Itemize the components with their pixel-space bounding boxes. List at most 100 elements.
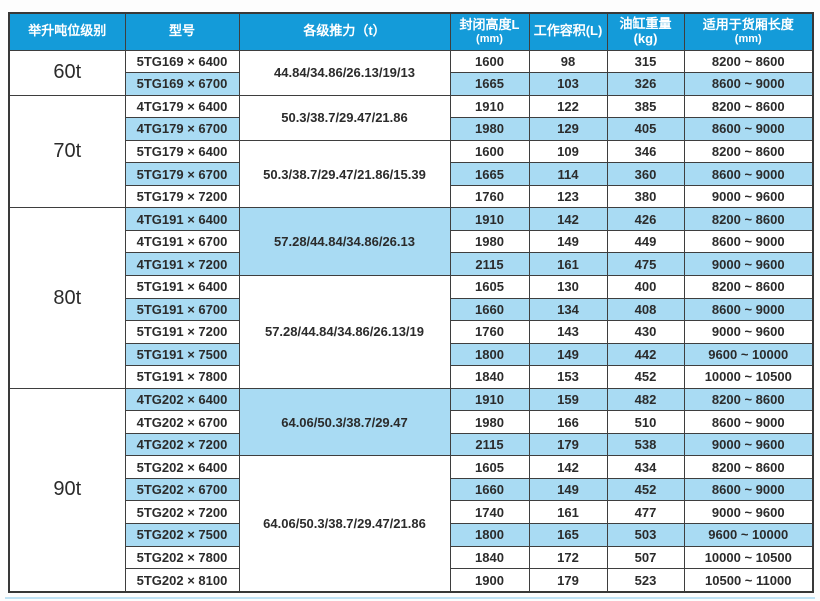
working-volume-cell: 109 (528, 139, 608, 164)
working-volume-cell: 149 (528, 477, 608, 502)
model-cell: 5TG202 × 8100 (124, 568, 240, 593)
closed-height-cell: 1740 (449, 500, 530, 524)
closed-height-cell: 2115 (449, 432, 530, 457)
thrust-cell: 44.84/34.86/26.13/19/13 (238, 49, 451, 96)
working-volume-cell: 179 (528, 432, 608, 457)
thrust-cell: 50.3/38.7/29.47/21.86/15.39 (238, 139, 451, 209)
col-header-tonnage-label: 举升吨位级别 (28, 23, 107, 39)
thrust-cell: 50.3/38.7/29.47/21.86 (238, 94, 451, 141)
cargo-length-cell: 8600 ~ 9000 (683, 297, 814, 322)
model-cell: 5TG191 × 7500 (124, 342, 240, 367)
cargo-length-cell: 10500 ~ 11000 (683, 568, 814, 593)
cylinder-weight-cell: 315 (606, 49, 685, 74)
model-cell: 5TG202 × 7800 (124, 545, 240, 570)
cylinder-weight-cell: 503 (606, 522, 685, 547)
table-row: 5TG202 × 7200 1740 161 477 9000 ~ 9600 (9, 500, 814, 524)
closed-height-cell: 1840 (449, 545, 530, 570)
cylinder-weight-cell: 360 (606, 162, 685, 186)
table-row: 90t 4TG202 × 6400 64.06/50.3/38.7/29.47 191… (8, 387, 814, 593)
working-volume-cell: 122 (528, 94, 608, 119)
model-cell: 4TG202 × 7200 (124, 432, 240, 457)
working-volume-cell: 161 (528, 252, 608, 276)
closed-height-cell: 1660 (449, 477, 530, 502)
cylinder-weight-cell: 452 (606, 365, 685, 389)
table-row: 5TG191 × 7800 1840 153 452 10000 ~ 10500 (9, 365, 814, 389)
cargo-length-cell: 8600 ~ 9000 (683, 410, 814, 434)
table-row: 5TG191 × 6400 57.28/44.84/34.86/26.13/19 1… (9, 274, 814, 389)
working-volume-cell: 161 (528, 500, 608, 524)
thrust-cell: 57.28/44.84/34.86/26.13 (238, 207, 451, 276)
thrust-cell: 64.06/50.3/38.7/29.47 (238, 387, 451, 457)
cargo-length-cell: 10000 ~ 10500 (683, 365, 814, 389)
cargo-length-cell: 9600 ~ 10000 (683, 522, 814, 547)
working-volume-cell: 114 (528, 162, 608, 186)
working-volume-cell: 149 (528, 342, 608, 367)
cargo-length-cell: 9000 ~ 9600 (683, 184, 814, 209)
closed-height-cell: 2115 (449, 252, 530, 276)
closed-height-cell: 1760 (449, 184, 530, 209)
working-volume-cell: 142 (528, 207, 608, 231)
cylinder-weight-cell: 430 (606, 320, 685, 344)
working-volume-cell: 142 (528, 455, 608, 479)
col-header-cargo-length-unit: (mm) (734, 32, 762, 45)
cargo-length-cell: 8200 ~ 8600 (683, 455, 814, 479)
working-volume-cell: 134 (528, 297, 608, 322)
cargo-length-cell: 8600 ~ 9000 (683, 72, 814, 96)
cylinder-weight-cell: 449 (606, 229, 685, 254)
cargo-length-cell: 9000 ~ 9600 (683, 252, 814, 276)
cargo-length-cell: 9600 ~ 10000 (683, 342, 814, 367)
model-cell: 5TG202 × 6700 (124, 477, 240, 502)
bottom-accent-line (5, 597, 815, 599)
working-volume-cell: 149 (528, 229, 608, 254)
table-row: 60t 5TG169 × 6400 44.84/34.86/26.13/19/13 1… (8, 49, 814, 96)
closed-height-cell: 1600 (449, 49, 530, 74)
model-cell: 5TG179 × 6400 (124, 139, 240, 164)
working-volume-cell: 130 (528, 274, 608, 299)
cylinder-weight-cell: 385 (606, 94, 685, 119)
table-row: 4TG202 × 7200 2115 179 538 9000 ~ 9600 (9, 432, 814, 457)
cylinder-weight-cell: 475 (606, 252, 685, 276)
model-cell: 5TG202 × 7200 (124, 500, 240, 524)
cylinder-weight-cell: 538 (606, 432, 685, 457)
table-row: 5TG191 × 7500 1800 149 442 9600 ~ 10000 (9, 342, 814, 367)
model-cell: 5TG169 × 6700 (124, 72, 240, 96)
working-volume-cell: 103 (528, 72, 608, 96)
cargo-length-cell: 9000 ~ 9600 (683, 500, 814, 524)
table-row: 5TG169 × 6700 1665 103 326 8600 ~ 9000 (9, 72, 814, 96)
closed-height-cell: 1800 (449, 342, 530, 367)
table-row: 5TG179 × 7200 1760 123 380 9000 ~ 9600 (9, 184, 814, 209)
cylinder-weight-cell: 477 (606, 500, 685, 524)
col-header-cargo-length-label: 适用于货厢长度 (702, 16, 794, 32)
spec-table-body: 60t 5TG169 × 6400 44.84/34.86/26.13/19/13 1… (8, 49, 814, 593)
cargo-length-cell: 8200 ~ 8600 (683, 94, 814, 119)
cylinder-weight-cell: 408 (606, 297, 685, 322)
working-volume-cell: 165 (528, 522, 608, 547)
cargo-length-cell: 8200 ~ 8600 (683, 139, 814, 164)
closed-height-cell: 1840 (449, 365, 530, 389)
working-volume-cell: 172 (528, 545, 608, 570)
table-row: 5TG202 × 8100 1900 179 523 10500 ~ 11000 (9, 568, 814, 593)
closed-height-cell: 1980 (449, 117, 530, 141)
closed-height-cell: 1800 (449, 522, 530, 547)
cargo-length-cell: 8600 ~ 9000 (683, 477, 814, 502)
tonnage-cell: 60t (8, 49, 126, 96)
working-volume-cell: 123 (528, 184, 608, 209)
working-volume-cell: 143 (528, 320, 608, 344)
col-header-closed-height-unit: (mm) (476, 32, 503, 45)
working-volume-cell: 159 (528, 387, 608, 412)
model-cell: 5TG191 × 7800 (124, 365, 240, 389)
model-cell: 4TG191 × 7200 (124, 252, 240, 276)
table-row: 5TG179 × 6700 1665 114 360 8600 ~ 9000 (9, 162, 814, 186)
closed-height-cell: 1660 (449, 297, 530, 322)
closed-height-cell: 1760 (449, 320, 530, 344)
tonnage-cell: 90t (8, 387, 126, 593)
col-header-working-volume: 工作容积(L) (528, 12, 608, 51)
cylinder-weight-cell: 434 (606, 455, 685, 479)
cylinder-weight-cell: 405 (606, 117, 685, 141)
table-row: 4TG202 × 6700 1980 166 510 8600 ~ 9000 (9, 410, 814, 434)
cylinder-weight-cell: 507 (606, 545, 685, 570)
model-cell: 4TG202 × 6700 (124, 410, 240, 434)
header-row: 举升吨位级别 型号 各级推力（t） 封闭高度L (mm) 工作容积(L) 油缸重… (8, 12, 814, 51)
cargo-length-cell: 8200 ~ 8600 (683, 207, 814, 231)
cylinder-weight-cell: 380 (606, 184, 685, 209)
